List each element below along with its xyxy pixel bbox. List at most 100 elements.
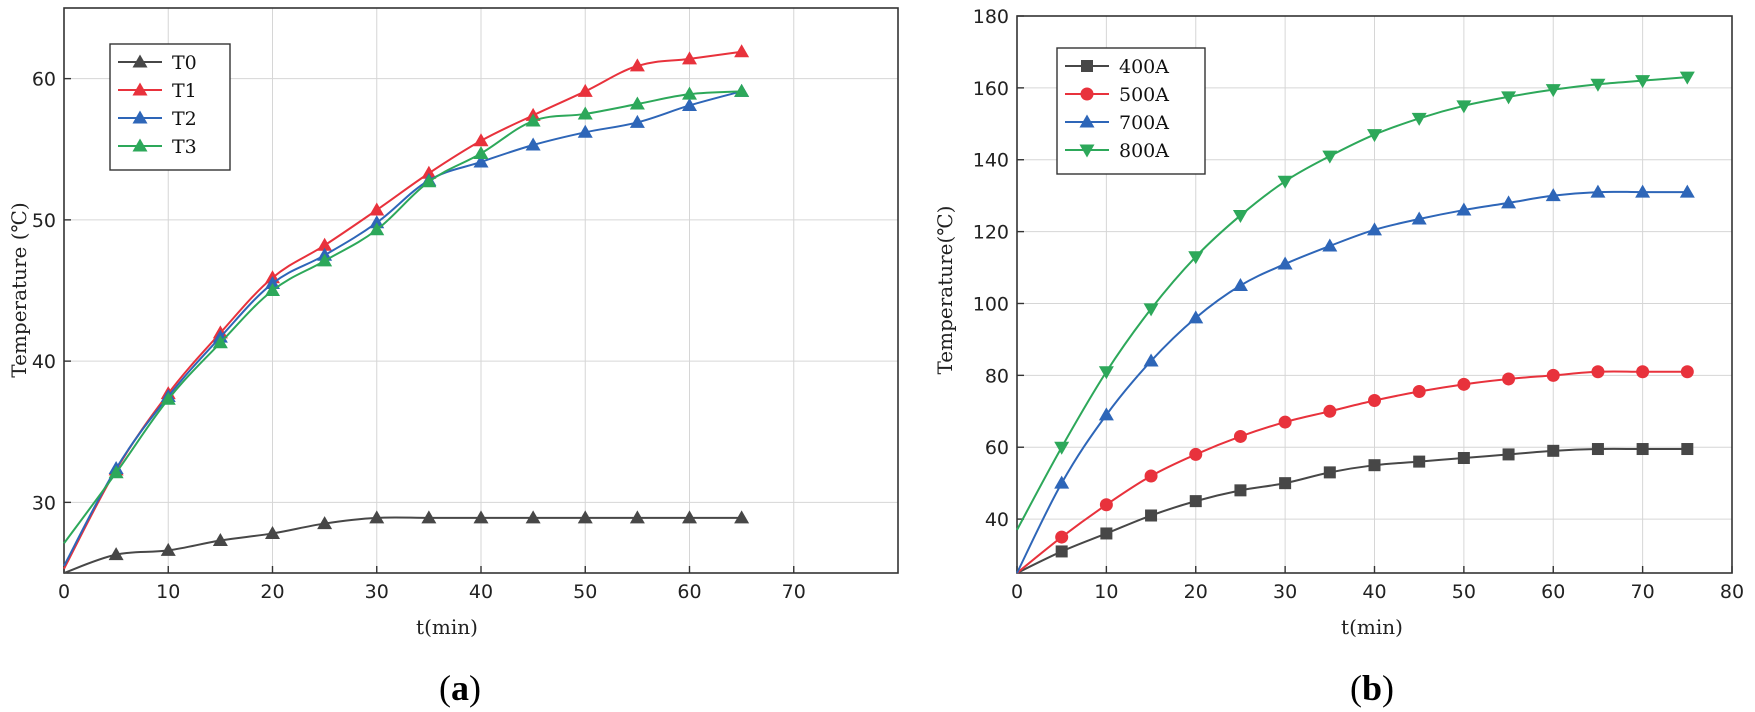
x-tick-label: 40 xyxy=(469,581,493,603)
data-point xyxy=(265,275,280,289)
data-point xyxy=(1635,184,1651,198)
data-point xyxy=(160,391,176,405)
data-point xyxy=(1189,495,1202,508)
data-point xyxy=(1456,202,1472,216)
caption-open: ( xyxy=(1350,668,1362,708)
data-point xyxy=(1278,415,1292,429)
data-point xyxy=(629,114,645,128)
data-point xyxy=(1098,407,1114,421)
y-tick-label: 140 xyxy=(973,150,1009,172)
data-point xyxy=(265,283,280,296)
x-tick-label: 70 xyxy=(782,581,806,603)
data-point xyxy=(1411,211,1427,225)
data-point xyxy=(317,237,333,251)
x-tick-label: 60 xyxy=(1541,581,1565,603)
data-point xyxy=(1367,222,1382,236)
data-point xyxy=(1545,84,1561,98)
data-point xyxy=(1233,429,1247,443)
data-point xyxy=(1502,372,1516,386)
data-point xyxy=(1279,477,1292,490)
x-tick-label: 0 xyxy=(58,581,70,603)
x-tick-label: 0 xyxy=(1011,581,1023,603)
data-point xyxy=(1367,129,1382,143)
data-point xyxy=(1323,404,1337,418)
legend: 400A 500A 700A 800A xyxy=(1056,47,1206,175)
x-tick-label: 10 xyxy=(156,581,180,603)
data-point xyxy=(317,516,333,530)
x-tick-label: 60 xyxy=(677,581,701,603)
data-point xyxy=(1055,530,1069,544)
data-point xyxy=(1098,366,1114,380)
x-tick-label: 50 xyxy=(1452,581,1476,603)
data-point xyxy=(577,124,593,138)
data-point xyxy=(1591,443,1604,456)
data-point xyxy=(1412,385,1426,399)
x-tick-label: 30 xyxy=(1273,581,1297,603)
data-point xyxy=(1681,443,1694,456)
data-point xyxy=(1501,91,1517,105)
series-line xyxy=(63,50,742,570)
legend-label: T1 xyxy=(172,80,197,102)
data-point xyxy=(473,154,489,168)
data-point xyxy=(369,222,385,236)
x-tick-label: 80 xyxy=(1720,581,1744,603)
legend-swatch-marker xyxy=(1079,144,1095,158)
data-point xyxy=(1323,466,1336,479)
legend-swatch-marker xyxy=(132,82,148,96)
data-point xyxy=(1502,448,1515,461)
data-point xyxy=(473,145,489,159)
data-point xyxy=(1368,394,1381,408)
data-point xyxy=(525,137,541,151)
legend-label: 400A xyxy=(1119,56,1169,78)
series-line xyxy=(1016,190,1688,574)
data-point xyxy=(525,113,541,127)
data-point xyxy=(1368,459,1381,472)
data-point xyxy=(734,83,750,97)
data-point xyxy=(682,97,697,111)
data-point xyxy=(369,510,385,524)
data-point xyxy=(1054,441,1070,455)
data-point xyxy=(577,106,593,120)
data-point xyxy=(1054,475,1070,489)
legend-label: 700A xyxy=(1119,112,1169,134)
data-point xyxy=(1188,251,1204,265)
series-t0 xyxy=(63,510,750,574)
y-tick-label: 50 xyxy=(32,210,56,232)
x-tick-label: 50 xyxy=(573,581,597,603)
panel-caption: (b) xyxy=(1350,668,1394,708)
data-point xyxy=(1145,509,1158,522)
legend-label: T2 xyxy=(172,108,197,130)
series-700a xyxy=(1016,184,1695,574)
legend: T0 T1 T2 T3 xyxy=(109,43,231,171)
legend-box xyxy=(109,43,231,171)
y-tick-label: 180 xyxy=(973,6,1009,28)
series-line xyxy=(1016,370,1688,574)
data-point xyxy=(369,202,385,216)
data-point xyxy=(1680,365,1694,379)
chart-panel-b: 0 10 20 30 40 50 60 70 80 40 60 80 100 120 140 160 180 t(… xyxy=(933,6,1744,708)
panel-caption: (a) xyxy=(439,668,481,708)
x-tick-label: 20 xyxy=(1184,581,1208,603)
data-point xyxy=(734,510,750,524)
data-point xyxy=(577,510,593,524)
data-point xyxy=(525,510,541,524)
y-tick-label: 100 xyxy=(973,293,1009,315)
data-point xyxy=(1546,368,1560,382)
data-point xyxy=(1413,455,1426,468)
data-point xyxy=(1055,545,1068,558)
data-point xyxy=(1234,484,1247,497)
data-point xyxy=(1143,303,1159,317)
data-point xyxy=(421,510,437,524)
data-point xyxy=(682,510,697,524)
y-tick-label: 160 xyxy=(973,78,1009,100)
data-point xyxy=(1099,498,1113,512)
series-line xyxy=(1016,447,1688,574)
series-400a xyxy=(1016,443,1694,574)
caption-close: ) xyxy=(1382,668,1394,708)
x-tick-label: 30 xyxy=(365,581,389,603)
data-point xyxy=(629,96,645,110)
data-point xyxy=(1144,469,1158,483)
y-tick-label: 120 xyxy=(973,222,1009,244)
series-t3 xyxy=(63,83,750,544)
data-point xyxy=(212,533,228,547)
